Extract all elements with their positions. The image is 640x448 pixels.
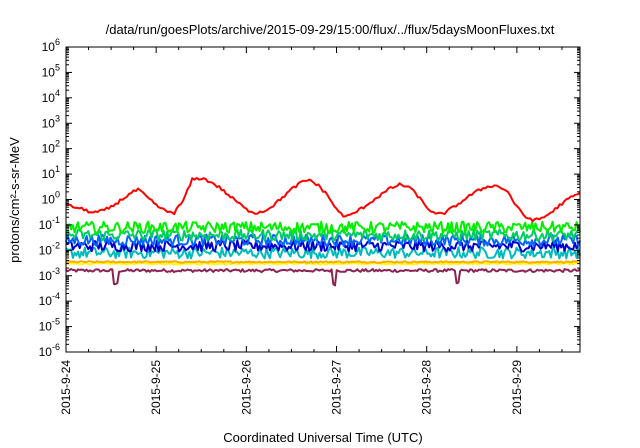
y-tick-exponent: 0 — [55, 190, 60, 200]
y-tick-base: 10 — [42, 40, 56, 54]
x-tick-label: 2015-9-25 — [149, 360, 163, 415]
y-tick-exponent: -4 — [52, 291, 60, 301]
series-layer — [65, 176, 581, 287]
y-tick-base: 10 — [39, 320, 53, 334]
y-tick-exponent: -3 — [52, 266, 60, 276]
x-tick-label: 2015-9-27 — [330, 360, 344, 415]
y-tick-label: 106 — [42, 37, 60, 54]
series-line-8 — [65, 268, 581, 287]
x-tick-label: 2015-9-28 — [420, 360, 434, 415]
y-tick-base: 10 — [39, 269, 53, 283]
series-line-1 — [65, 220, 581, 235]
y-tick-base: 10 — [39, 345, 53, 359]
y-tick-exponent: -6 — [52, 342, 60, 352]
y-tick-base: 10 — [42, 91, 56, 105]
y-tick-label: 10-3 — [39, 266, 60, 283]
series-line-5 — [65, 246, 581, 260]
series-line-3 — [65, 233, 581, 247]
y-tick-exponent: -2 — [52, 240, 60, 250]
y-tick-exponent: 6 — [55, 37, 60, 47]
x-tick-label: 2015-9-24 — [59, 360, 73, 415]
y-tick-base: 10 — [42, 65, 56, 79]
y-tick-exponent: 3 — [55, 113, 60, 123]
y-tick-base: 10 — [39, 218, 53, 232]
y-axis: 10-610-510-410-310-210-11001011021031041… — [39, 37, 580, 359]
y-tick-exponent: 1 — [55, 164, 60, 174]
y-tick-label: 10-5 — [39, 317, 60, 334]
y-tick-label: 100 — [42, 190, 60, 207]
y-tick-exponent: -1 — [52, 215, 60, 225]
plot-frame — [65, 46, 581, 353]
y-tick-label: 102 — [42, 139, 60, 156]
x-tick-label: 2015-9-29 — [510, 360, 524, 415]
y-tick-label: 10-1 — [39, 215, 60, 232]
y-tick-base: 10 — [39, 294, 53, 308]
y-tick-label: 105 — [42, 62, 60, 79]
y-tick-base: 10 — [39, 243, 53, 257]
y-tick-label: 10-4 — [39, 291, 60, 308]
y-tick-base: 10 — [42, 116, 56, 130]
y-tick-label: 101 — [42, 164, 60, 181]
y-axis-label: protons/cm²-s-sr-MeV — [7, 137, 22, 263]
y-tick-exponent: 2 — [55, 139, 60, 149]
y-tick-exponent: 5 — [55, 62, 60, 72]
y-tick-label: 10-6 — [39, 342, 60, 359]
x-tick-label: 2015-9-26 — [239, 360, 253, 415]
y-tick-base: 10 — [42, 193, 56, 207]
x-axis: 2015-9-24 2015-9-25 2015-9-26 2015-9-27 2015… — [59, 47, 563, 415]
y-tick-label: 10-2 — [39, 240, 60, 257]
y-tick-base: 10 — [42, 167, 56, 181]
y-tick-exponent: -5 — [52, 317, 60, 327]
x-axis-label: Coordinated Universal Time (UTC) — [223, 430, 422, 445]
y-tick-label: 103 — [42, 113, 60, 130]
y-tick-exponent: 4 — [55, 88, 60, 98]
series-line-0 — [65, 176, 581, 223]
y-tick-base: 10 — [42, 142, 56, 156]
chart-title: /data/run/goesPlots/archive/2015-09-29/1… — [106, 22, 555, 37]
series-line-7 — [65, 260, 581, 264]
y-tick-label: 104 — [42, 88, 60, 105]
